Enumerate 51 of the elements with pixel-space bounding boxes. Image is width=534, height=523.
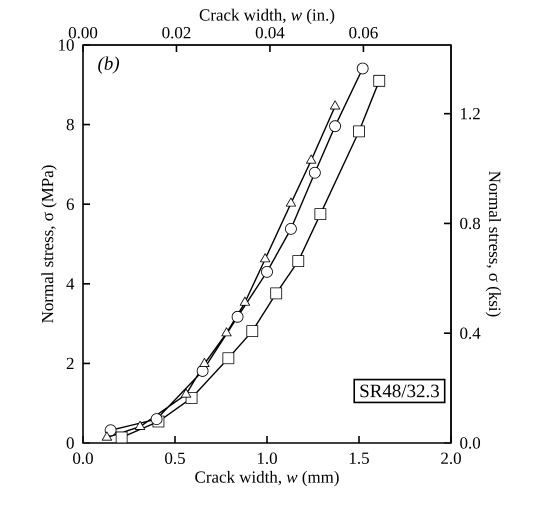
y-tick-label: 10 [59,39,74,51]
x2-tick-label: 0.02 [162,26,190,38]
point [246,325,258,338]
x-tick-label: 1.0 [258,452,277,464]
point [286,198,296,207]
y-tick-label: 0 [66,437,74,449]
y2-tick-label: 0.8 [460,218,480,230]
y2-tick-label: 0.0 [460,437,480,449]
x2-tick-label: 0.06 [349,26,378,38]
point [285,222,297,235]
annotation: (b) [98,56,120,74]
x-tick-label: 2.0 [441,452,461,464]
point [222,352,234,364]
y-tick-label: 6 [66,198,74,210]
x-axis-title: Crack width, w (mm) [195,470,339,486]
point [102,432,112,441]
annotation: SR48/32.3 [360,384,439,398]
point [180,388,192,398]
point [199,358,210,367]
point [292,255,304,268]
y-tick-label: 8 [66,118,74,130]
y2-tick-label: 0.4 [460,327,480,339]
point [196,365,208,377]
point [240,296,250,306]
point [116,432,128,444]
point [353,125,365,138]
x2-axis-title: Crack width, w (in.) [200,8,334,24]
y2-tick-label: 1.2 [461,108,480,120]
point [330,100,340,110]
point [232,310,244,323]
point [260,253,270,262]
y2-axis-title: Normal stress, σ (ksi) [486,171,501,316]
point [314,208,326,220]
point [150,413,162,426]
x2-tick-label: 0.00 [68,26,98,38]
x-tick-label: 0.0 [73,452,93,464]
point [356,62,369,74]
point [270,287,282,300]
x-tick-label: 1.5 [350,452,369,464]
x-tick-label: 0.5 [165,452,185,464]
point [329,120,341,132]
point [373,74,386,87]
point [261,266,273,278]
y-axis-title: Normal stress, σ (MPa) [41,165,57,323]
x2-tick-label: 0.04 [256,26,285,38]
point [306,154,316,164]
y-tick-label: 4 [66,278,74,290]
point [134,420,146,430]
y-tick-label: 2 [66,358,74,370]
point [308,166,321,179]
point [221,327,232,336]
